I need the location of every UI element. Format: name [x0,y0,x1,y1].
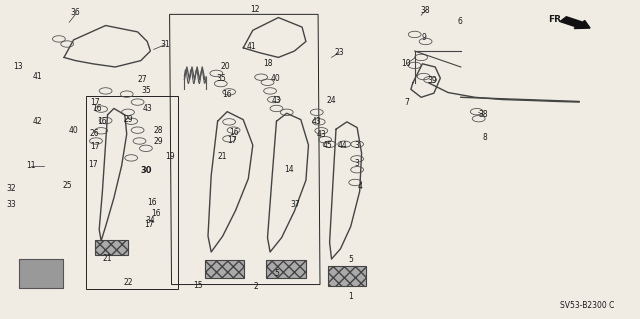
Text: 17: 17 [90,98,100,107]
Text: SV53-B2300 C: SV53-B2300 C [560,301,614,310]
Text: 9: 9 [421,33,426,42]
Text: 3: 3 [355,159,360,168]
Text: 8: 8 [483,133,488,142]
Text: 35: 35 [141,86,151,95]
Text: 19: 19 [164,152,175,161]
Text: 16: 16 [228,128,239,137]
Text: 29: 29 [154,137,164,146]
Polygon shape [328,266,366,286]
Text: 18: 18 [263,59,272,68]
Text: 40: 40 [68,126,79,135]
Text: 23: 23 [334,48,344,57]
Text: 41: 41 [32,72,42,81]
Text: 14: 14 [284,165,294,174]
Text: 36: 36 [70,8,81,17]
Text: 43: 43 [312,117,322,126]
Text: 42: 42 [32,117,42,126]
Text: 10: 10 [401,59,412,68]
Text: 38: 38 [420,6,431,15]
Text: 38: 38 [478,110,488,119]
Text: 41: 41 [246,42,257,51]
Text: 28: 28 [154,126,163,135]
Text: 20: 20 [220,63,230,71]
Text: 25: 25 [62,181,72,189]
Text: 16: 16 [222,90,232,99]
Text: 5: 5 [348,256,353,264]
Text: 17: 17 [144,220,154,229]
Text: 16: 16 [150,209,161,218]
Text: 45: 45 [323,141,333,150]
Text: 4: 4 [357,182,362,191]
Text: 43: 43 [142,104,152,113]
Text: 21: 21 [218,152,227,161]
Text: 26: 26 [90,130,100,138]
Text: 1: 1 [348,292,353,301]
Text: 17: 17 [227,137,237,145]
FancyArrow shape [560,17,590,28]
Text: 30: 30 [140,166,152,175]
Text: 17: 17 [88,160,98,169]
Bar [86,96,178,289]
Text: 16: 16 [97,117,108,126]
Text: 7: 7 [404,98,409,107]
Text: 24: 24 [326,96,337,105]
Bar [19,259,63,288]
Text: 13: 13 [13,63,23,71]
Text: 33: 33 [6,200,17,209]
Text: 11: 11 [26,161,35,170]
Text: 35: 35 [216,74,226,83]
Text: 22: 22 [124,278,132,287]
Polygon shape [95,240,128,255]
Text: 29: 29 [123,115,133,124]
Text: FR.: FR. [548,15,565,24]
Text: 27: 27 [137,75,147,84]
Text: 43: 43 [316,130,326,139]
Text: 37: 37 [291,200,301,209]
Text: 5: 5 [274,269,279,278]
Polygon shape [205,260,244,278]
Text: 17: 17 [90,142,100,151]
Text: 40: 40 [270,74,280,83]
Text: 16: 16 [92,104,102,113]
Text: 15: 15 [193,281,204,290]
Text: 16: 16 [147,198,157,207]
Text: 44: 44 [337,141,348,150]
Text: 2: 2 [253,282,259,291]
Polygon shape [266,260,306,278]
Text: 3: 3 [355,141,360,150]
Text: 34: 34 [145,216,156,225]
Text: 21: 21 [103,254,112,263]
Text: 32: 32 [6,184,17,193]
Text: 39: 39 [427,76,437,85]
Text: 31: 31 [160,40,170,49]
Text: 6: 6 [457,17,462,26]
Text: 43: 43 [271,96,282,105]
Text: 12: 12 [250,5,259,14]
